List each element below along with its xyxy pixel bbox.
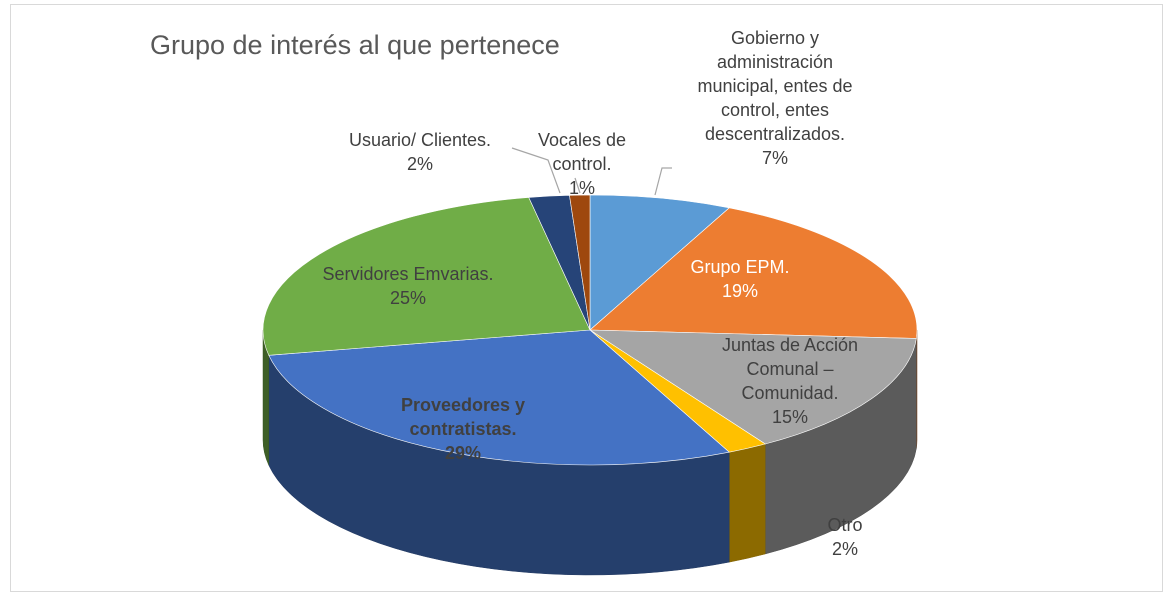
leader-line <box>574 177 581 194</box>
leader-line <box>654 167 672 196</box>
value-label: 29% <box>444 443 482 463</box>
category-label: Otro <box>827 515 863 535</box>
pie-slice <box>268 329 730 466</box>
category-label: Grupo EPM. <box>690 257 790 277</box>
chart-frame <box>10 4 1163 592</box>
pie-slice <box>589 194 730 331</box>
category-label: Usuario/ Clientes. <box>348 130 492 150</box>
data-label: Otro 2% <box>815 513 875 561</box>
data-label: Proveedores y contratistas. 29% <box>378 393 548 465</box>
category-label: Proveedores y contratistas. <box>400 395 526 439</box>
pie-slice <box>569 194 591 331</box>
data-label: Vocales de control. 1% <box>532 128 632 200</box>
category-label: Gobierno y administración municipal, ent… <box>697 28 853 144</box>
data-label: Usuario/ Clientes. 2% <box>330 128 510 176</box>
data-label: Gobierno y administración municipal, ent… <box>688 26 863 170</box>
value-label: 2% <box>406 154 433 174</box>
category-label: Juntas de Acción Comunal – Comunidad. <box>721 335 859 403</box>
chart-title: Grupo de interés al que pertenece <box>150 30 560 60</box>
leader-line <box>511 147 561 194</box>
value-label: 15% <box>771 407 809 427</box>
data-label: Grupo EPM. 19% <box>670 255 810 303</box>
pie-slice <box>589 207 918 339</box>
value-label: 2% <box>831 539 858 559</box>
value-label: 25% <box>389 288 427 308</box>
pie-slice <box>262 197 591 356</box>
category-label: Servidores Emvarias. <box>322 264 494 284</box>
pie-tops <box>262 194 918 466</box>
data-label: Juntas de Acción Comunal – Comunidad. 15% <box>705 333 875 429</box>
value-label: 7% <box>761 148 788 168</box>
value-label: 19% <box>721 281 759 301</box>
data-label: Servidores Emvarias. 25% <box>308 262 508 310</box>
category-label: Vocales de control. <box>537 130 627 174</box>
pie-slice <box>588 329 917 445</box>
pie-slice-side <box>728 443 766 563</box>
value-label: 1% <box>568 178 595 198</box>
